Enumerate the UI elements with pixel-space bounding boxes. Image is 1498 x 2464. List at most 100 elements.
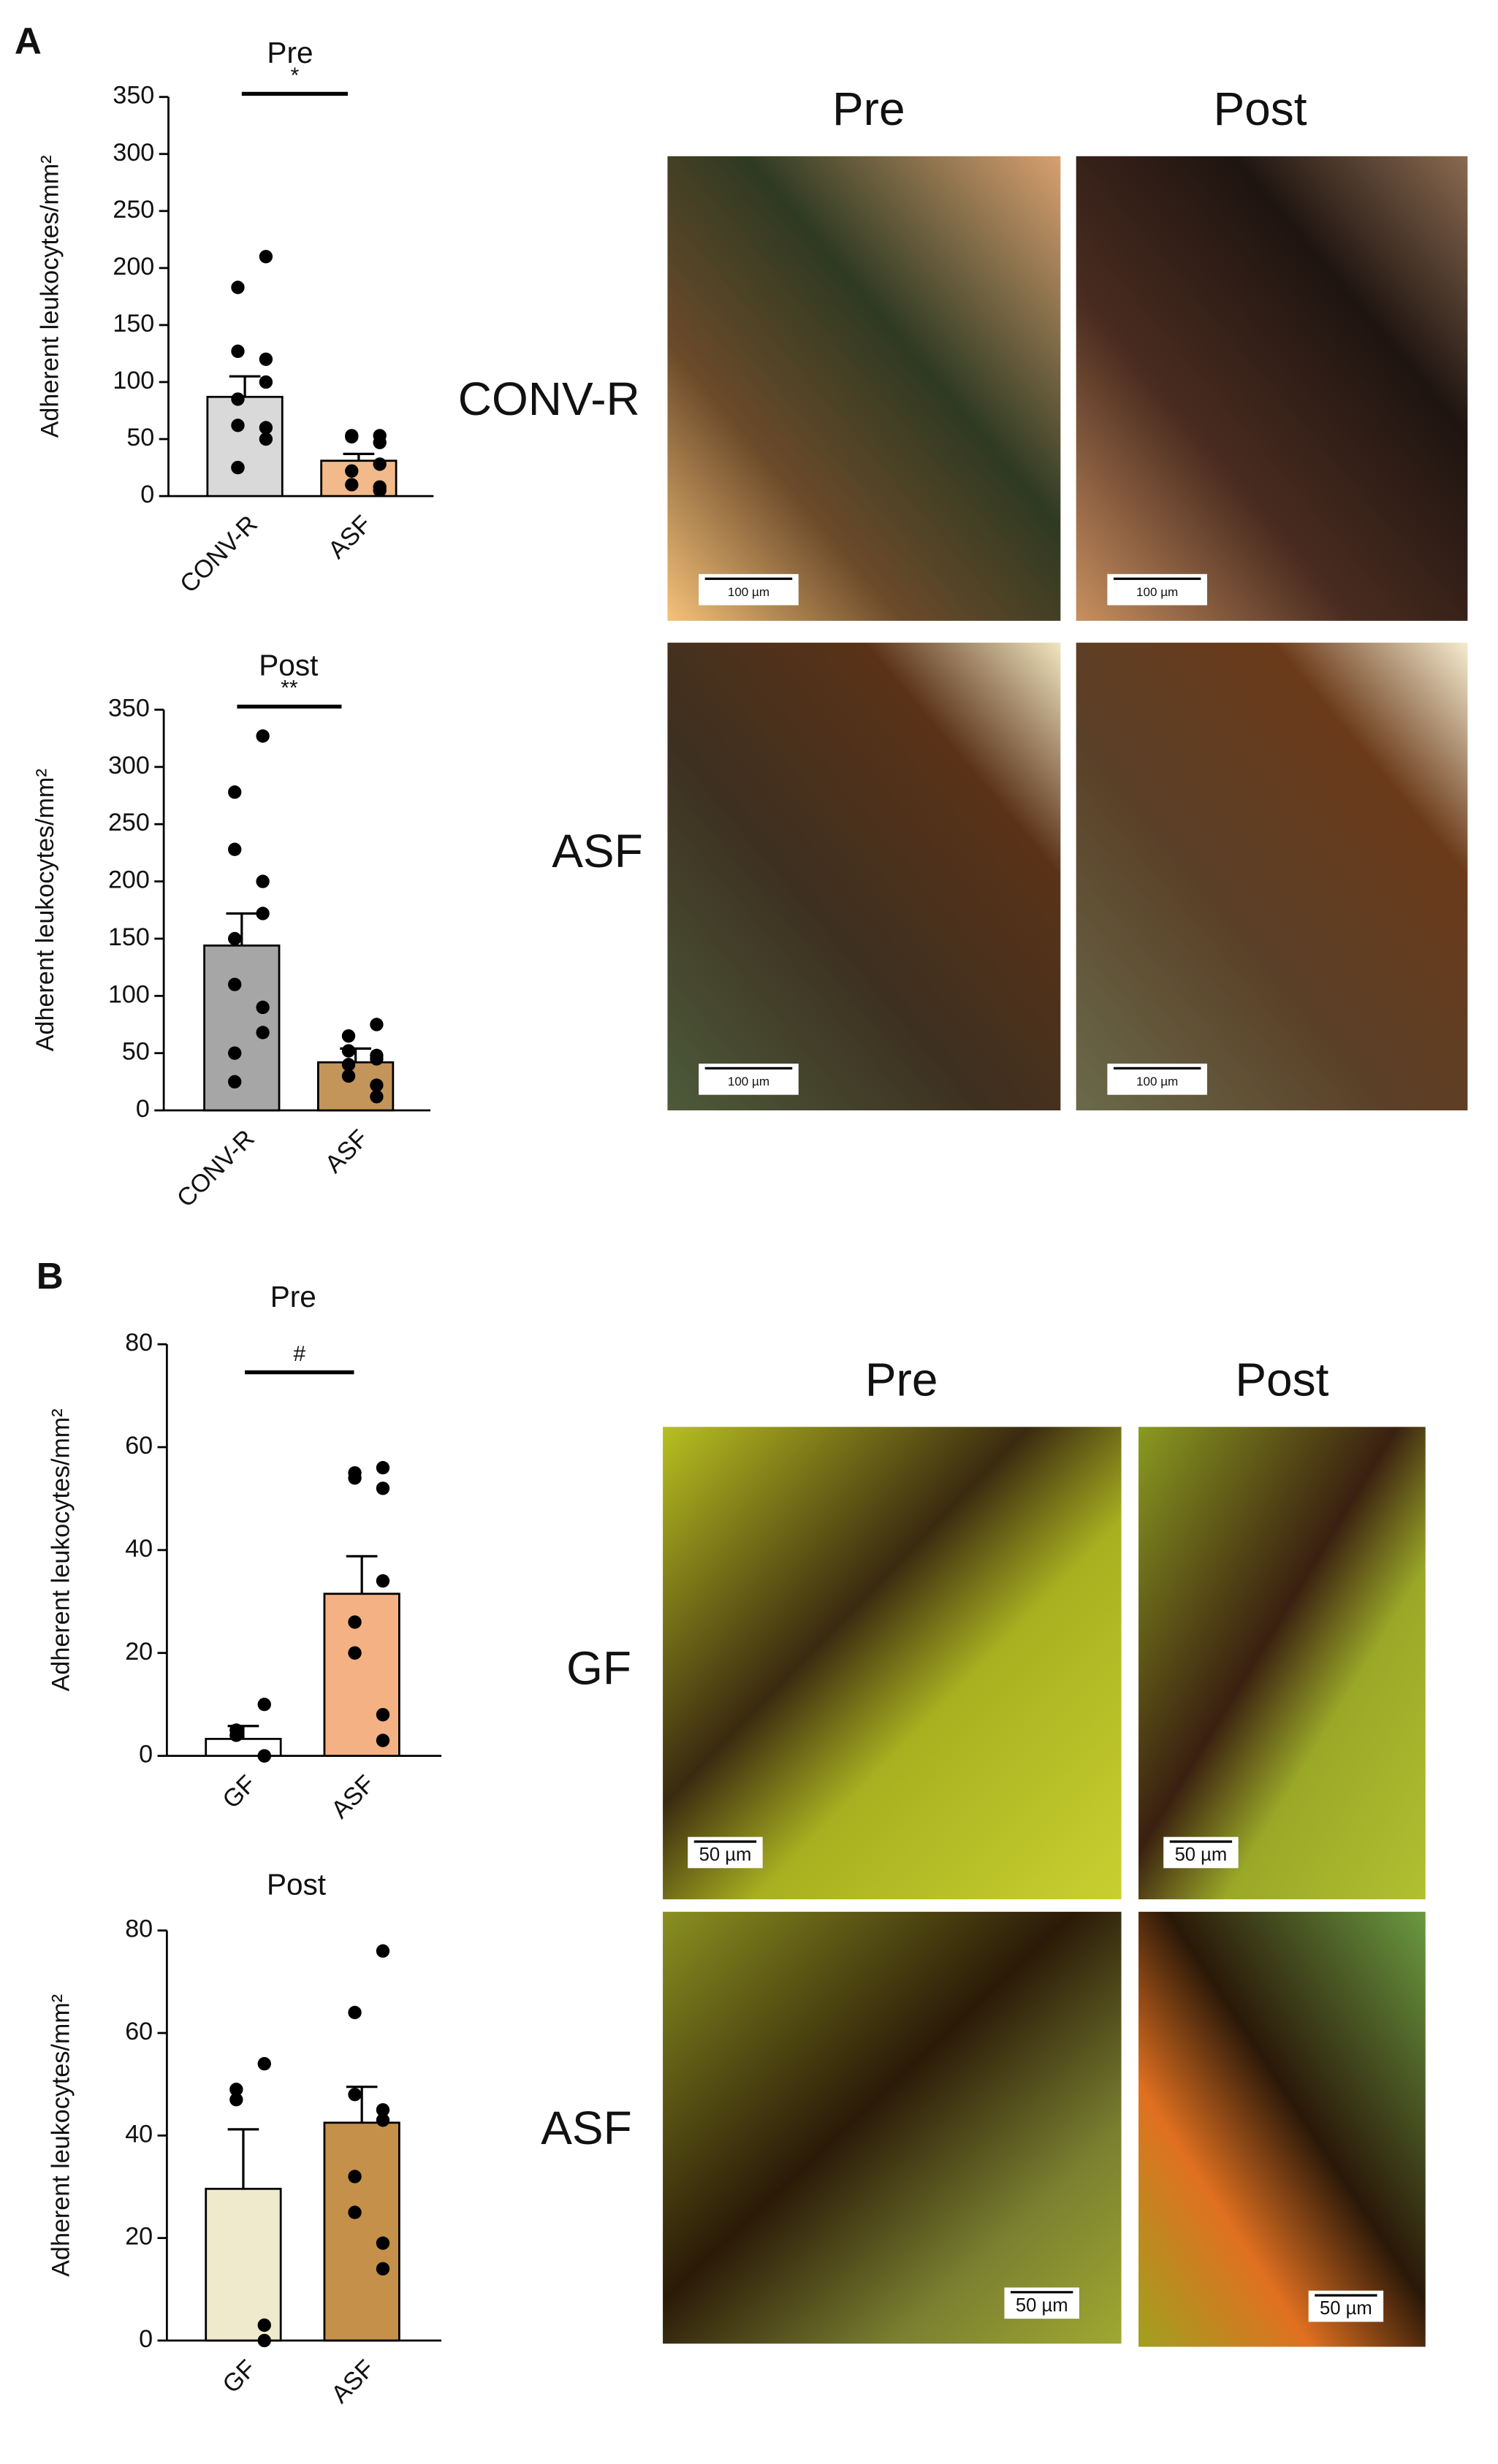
y-tick-label: 250 xyxy=(113,196,154,224)
data-point xyxy=(256,1000,270,1015)
chart-title: Post xyxy=(259,649,318,682)
panel-label: B xyxy=(37,1255,64,1297)
row-label: ASF xyxy=(552,825,642,877)
y-tick-label: 300 xyxy=(113,139,154,167)
data-point xyxy=(348,1471,362,1485)
data-point xyxy=(373,484,387,497)
data-point xyxy=(341,1069,356,1083)
data-point xyxy=(348,2170,362,2183)
data-point xyxy=(259,352,273,366)
row-label: GF xyxy=(566,1641,631,1694)
row-label: CONV-R xyxy=(458,373,640,425)
bar xyxy=(203,944,281,1112)
x-tick-label: GF xyxy=(217,1770,261,1814)
data-point xyxy=(231,392,245,406)
micrograph xyxy=(667,156,1061,621)
scale-bar-label: 50 µm xyxy=(699,1845,752,1865)
y-tick-label: 250 xyxy=(108,809,150,836)
data-point xyxy=(257,1698,271,1712)
significance-label: * xyxy=(291,64,300,88)
scale-bar-label: 100 µm xyxy=(728,585,769,599)
y-tick-label: 40 xyxy=(125,1535,153,1563)
y-tick-label: 350 xyxy=(113,82,154,110)
y-tick-label: 0 xyxy=(140,481,154,508)
data-point xyxy=(259,432,273,446)
micrograph xyxy=(1138,1912,1426,2347)
data-point xyxy=(370,1052,384,1066)
y-tick-label: 0 xyxy=(136,1095,150,1123)
data-point xyxy=(341,1029,356,1043)
y-tick-label: 300 xyxy=(108,752,150,779)
y-tick-label: 200 xyxy=(108,866,150,894)
scale-bar-label: 100 µm xyxy=(1136,1075,1178,1088)
data-point xyxy=(256,1026,270,1040)
x-tick-label: ASF xyxy=(323,510,377,564)
data-point xyxy=(341,1058,356,1072)
data-point xyxy=(345,464,359,478)
data-point xyxy=(376,1574,390,1588)
data-point xyxy=(376,2236,390,2250)
column-header: Pre xyxy=(832,83,905,135)
data-point xyxy=(256,729,270,743)
data-point xyxy=(348,2088,362,2102)
scale-bar-label: 50 µm xyxy=(1320,2298,1372,2319)
data-point xyxy=(348,1646,362,1660)
data-point xyxy=(348,2205,362,2219)
column-header: Pre xyxy=(865,1353,938,1405)
y-tick-label: 60 xyxy=(125,1432,153,1460)
y-tick-label: 0 xyxy=(139,1741,153,1769)
data-point xyxy=(231,460,245,475)
chart-title: Pre xyxy=(267,36,313,69)
data-point xyxy=(231,344,245,359)
micrograph xyxy=(663,1427,1122,1899)
data-point xyxy=(229,2093,243,2107)
data-point xyxy=(376,1461,390,1475)
x-tick-label: ASF xyxy=(320,1124,374,1178)
data-point xyxy=(256,874,270,888)
significance-label: # xyxy=(293,1342,305,1366)
micrograph xyxy=(1076,642,1468,1111)
micrograph xyxy=(1138,1427,1426,1899)
data-point xyxy=(229,1728,243,1742)
data-point xyxy=(370,1018,384,1031)
y-tick-label: 150 xyxy=(113,310,154,337)
data-point xyxy=(229,2083,243,2097)
micrograph xyxy=(1076,156,1468,621)
y-tick-label: 50 xyxy=(122,1038,150,1066)
x-tick-label: ASF xyxy=(326,1770,380,1824)
data-point xyxy=(259,375,273,389)
scale-bar-label: 50 µm xyxy=(1175,1845,1228,1865)
data-point xyxy=(348,1615,362,1629)
x-tick-label: ASF xyxy=(326,2354,380,2408)
data-point xyxy=(376,2103,390,2117)
scale-bar-label: 100 µm xyxy=(1136,585,1178,599)
data-point xyxy=(257,1749,271,1763)
data-point xyxy=(341,1044,356,1058)
significance-label: ** xyxy=(281,676,298,701)
data-point xyxy=(228,977,242,991)
y-axis-label: Adherent leukocytes/mm² xyxy=(47,1408,75,1691)
x-tick-label: CONV-R xyxy=(175,510,263,598)
bar xyxy=(205,2187,282,2342)
data-point xyxy=(345,430,359,444)
y-axis-label: Adherent leukocytes/mm² xyxy=(47,1994,75,2277)
data-point xyxy=(376,1481,390,1495)
panel-label: A xyxy=(15,20,42,62)
x-tick-label: GF xyxy=(217,2354,261,2398)
data-point xyxy=(228,1075,242,1089)
x-tick-label: CONV-R xyxy=(172,1124,260,1213)
row-label: ASF xyxy=(541,2102,632,2154)
data-point xyxy=(259,421,273,435)
y-tick-label: 80 xyxy=(125,1329,153,1357)
data-point xyxy=(231,419,245,432)
micrograph xyxy=(663,1912,1122,2344)
y-axis-label: Adherent leukocytes/mm² xyxy=(31,768,59,1051)
scale-bar-label: 50 µm xyxy=(1016,2295,1068,2316)
chart-title: Pre xyxy=(270,1280,316,1313)
data-point xyxy=(373,457,387,471)
y-tick-label: 100 xyxy=(113,367,154,394)
y-tick-label: 150 xyxy=(108,923,150,951)
data-point xyxy=(228,1046,242,1060)
bar xyxy=(323,1593,400,1758)
